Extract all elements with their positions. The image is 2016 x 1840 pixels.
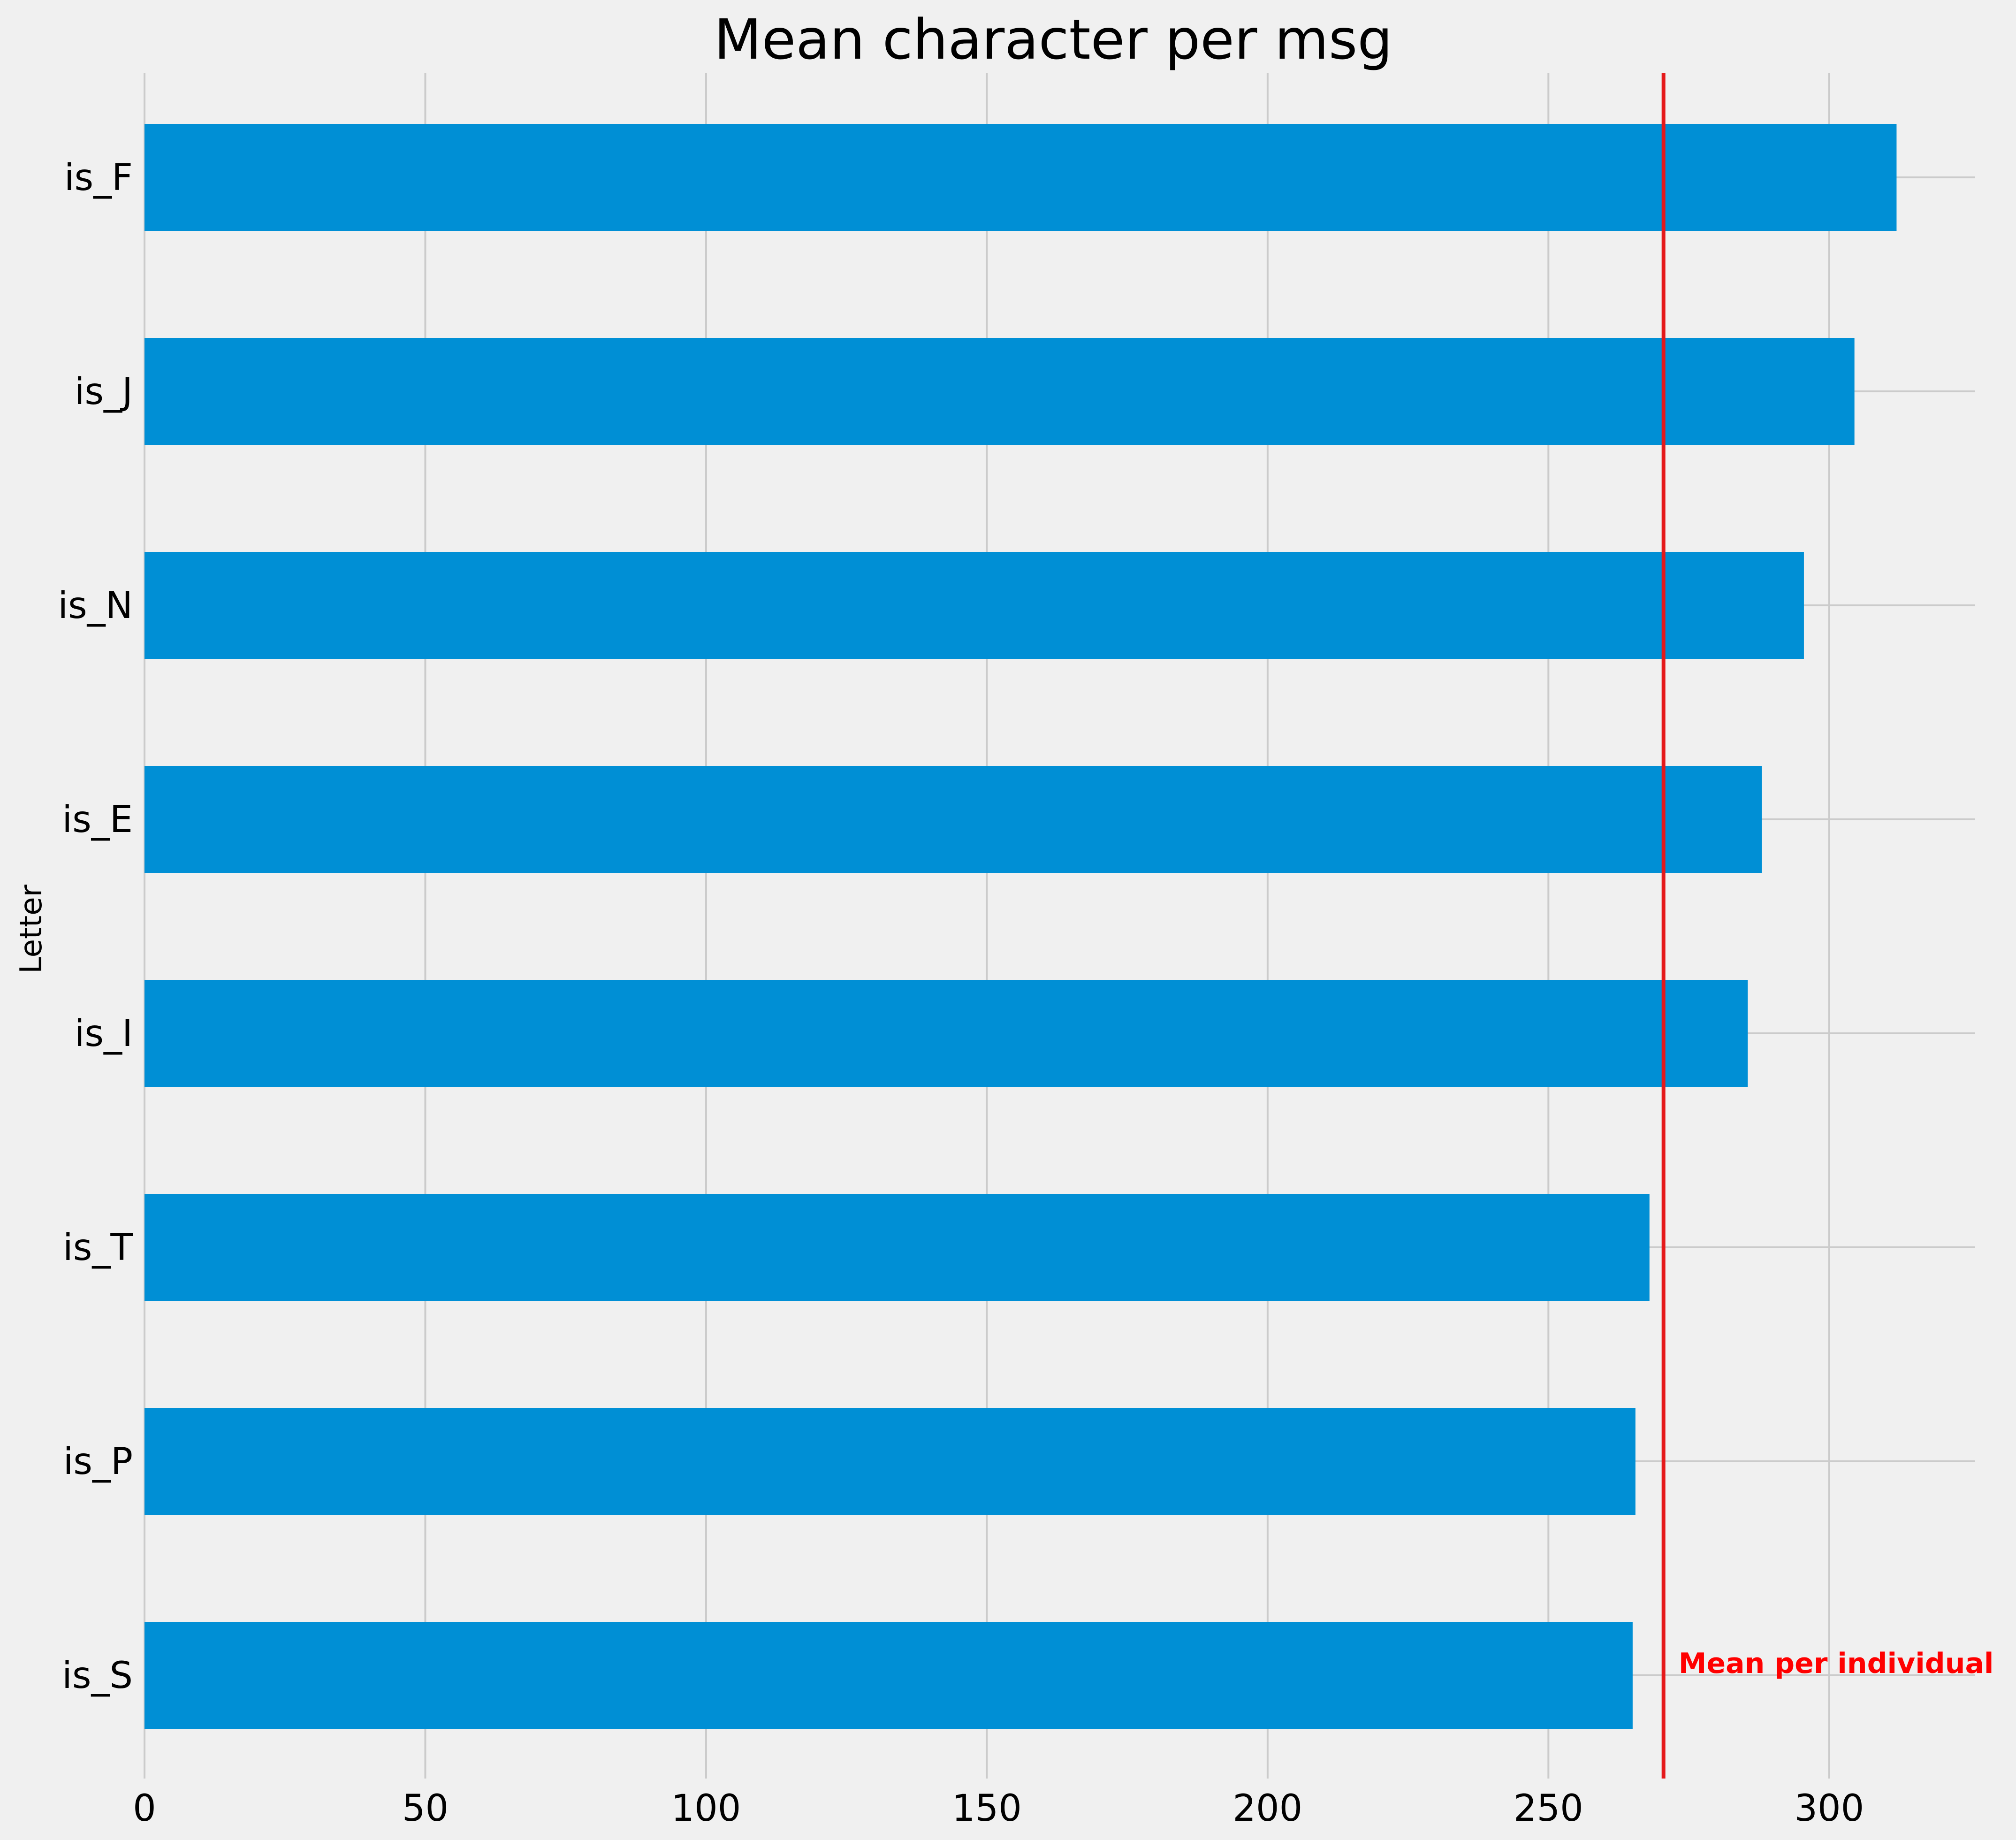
x-tick-label: 150 — [952, 1787, 1022, 1830]
chart-title: Mean character per msg — [714, 7, 1392, 72]
x-tick-label: 200 — [1232, 1787, 1302, 1830]
x-tick-label: 50 — [402, 1787, 449, 1830]
bar-is-e — [145, 766, 1762, 873]
bar-is-t — [145, 1194, 1650, 1301]
x-tick-labels: 0 50 100 150 200 250 300 — [133, 1787, 1864, 1830]
bar-is-s — [145, 1622, 1633, 1729]
y-tick-label: is_S — [62, 1655, 133, 1697]
y-tick-label: is_N — [58, 585, 133, 627]
y-tick-label: is_P — [63, 1441, 133, 1483]
y-tick-label: is_F — [64, 157, 133, 199]
bar-is-p — [145, 1408, 1636, 1515]
x-tick-label: 250 — [1514, 1787, 1583, 1830]
y-axis-label: Letter — [14, 884, 49, 973]
y-tick-labels: is_F is_J is_N is_E is_I is_T is_P is_S — [58, 157, 133, 1697]
bar-is-j — [145, 338, 1855, 445]
y-tick-label: is_T — [63, 1227, 133, 1269]
bars — [145, 124, 1897, 1729]
y-tick-label: is_E — [62, 799, 133, 841]
x-tick-label: 100 — [671, 1787, 741, 1830]
bar-is-f — [145, 124, 1897, 231]
y-tick-label: is_J — [75, 371, 133, 413]
mean-reference-label: Mean per individual — [1679, 1647, 1994, 1680]
reference-line-group: Mean per individual — [1661, 73, 1994, 1779]
y-tick-label: is_I — [75, 1013, 133, 1055]
bar-is-n — [145, 552, 1804, 659]
x-tick-label: 300 — [1794, 1787, 1864, 1830]
bar-is-i — [145, 980, 1748, 1087]
grid-lines — [144, 73, 1975, 1779]
x-tick-label: 0 — [133, 1787, 156, 1830]
